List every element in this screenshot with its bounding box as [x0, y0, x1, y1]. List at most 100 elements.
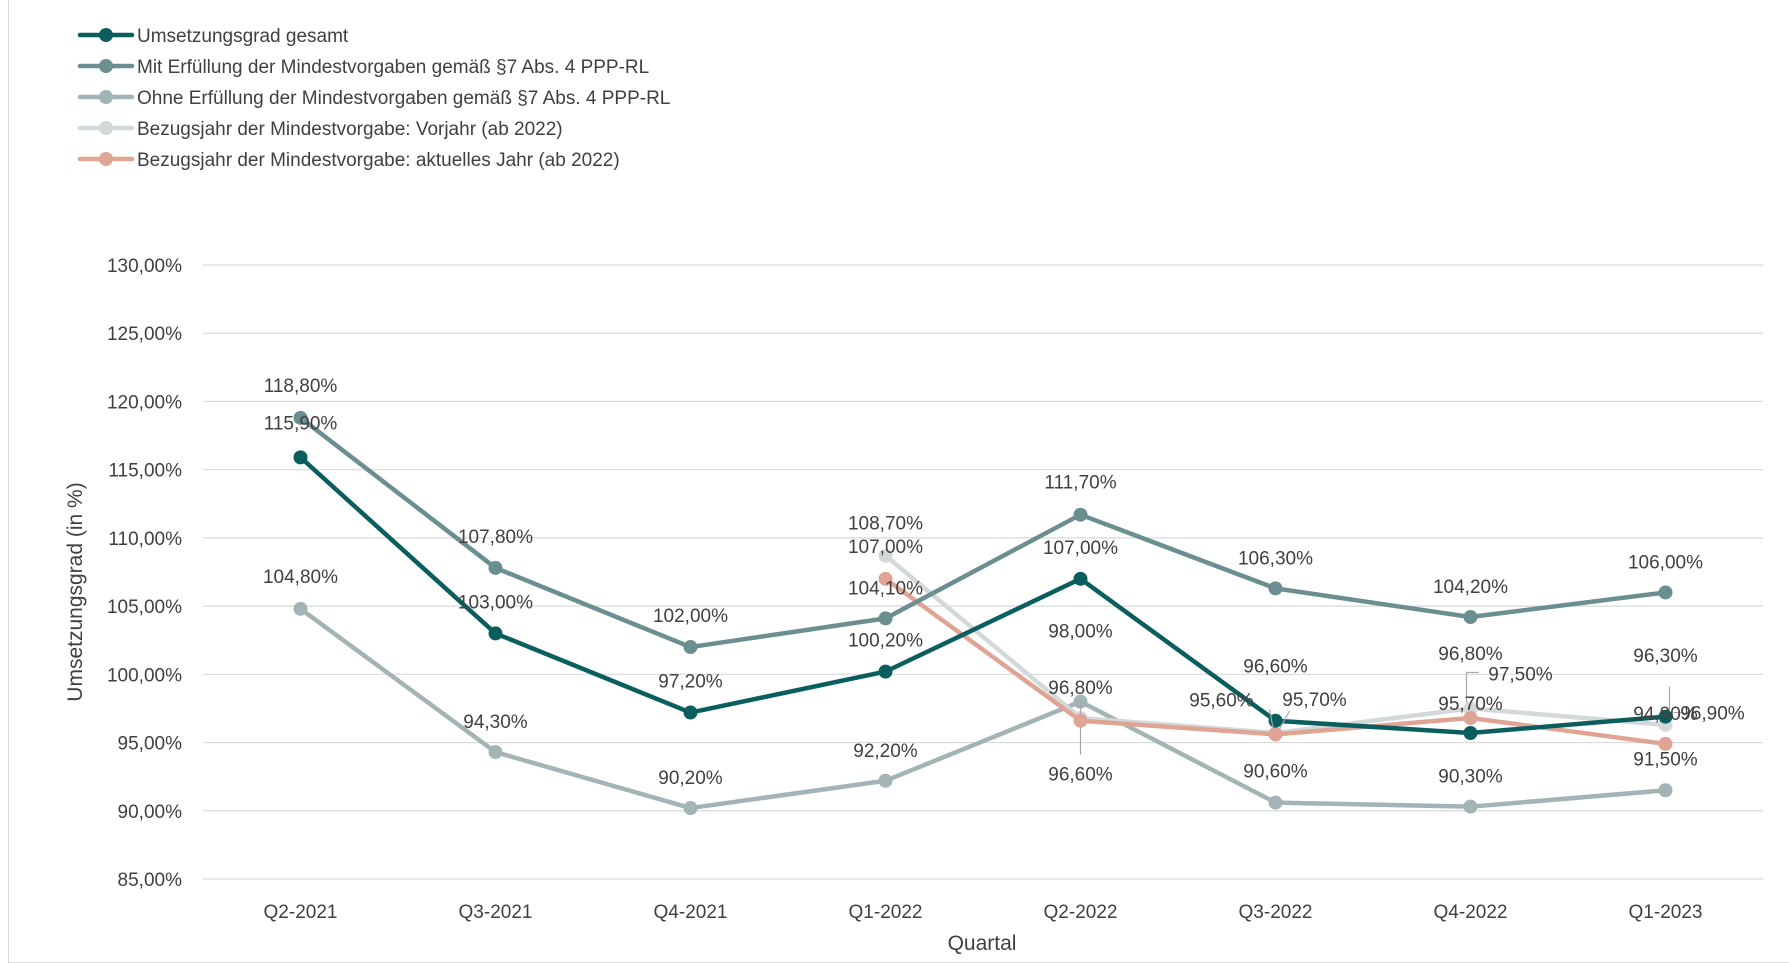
data-point — [1268, 581, 1283, 596]
data-point — [293, 410, 308, 425]
y-tick-label: 85,00% — [118, 870, 183, 891]
series-line — [298, 606, 1668, 811]
data-label: 104,80% — [263, 567, 338, 588]
data-point — [1658, 783, 1673, 798]
data-point — [1463, 726, 1478, 741]
data-point — [1658, 585, 1673, 600]
data-point — [1073, 713, 1088, 728]
legend-item: Umsetzungsgrad gesamt — [77, 26, 349, 47]
label-leader-lines — [1079, 671, 1682, 755]
series-line — [298, 455, 1668, 736]
x-tick-label: Q4-2022 — [1434, 902, 1508, 923]
data-label: 94,30% — [463, 712, 528, 733]
y-tick-label: 130,00% — [107, 256, 182, 277]
data-label: 104,20% — [1433, 577, 1508, 598]
data-point — [488, 560, 503, 575]
data-label: 96,80% — [1438, 644, 1503, 665]
data-label: 95,70% — [1282, 690, 1347, 711]
data-label: 111,70% — [1044, 473, 1116, 494]
data-label: 100,20% — [848, 631, 923, 652]
legend-swatch-marker — [99, 59, 113, 73]
data-labels: 115,90% 103,00% 97,20% 100,20% 107,00% 96,60%… — [263, 376, 1745, 789]
legend-item: Mit Erfüllung der Mindestvorgaben gemäß … — [77, 57, 649, 78]
data-label: 107,80% — [458, 527, 533, 548]
data-label: 102,00% — [653, 606, 728, 627]
data-label: 96,60% — [1243, 657, 1308, 678]
data-label: 97,20% — [658, 672, 723, 693]
data-point — [878, 611, 893, 626]
data-point — [1268, 795, 1283, 810]
legend-swatch-marker — [99, 90, 113, 104]
data-point — [488, 745, 503, 760]
legend-item: Ohne Erfüllung der Mindestvorgaben gemäß… — [77, 88, 670, 109]
data-point — [1463, 799, 1478, 814]
data-label: 96,60% — [1048, 765, 1113, 786]
y-tick-label: 110,00% — [108, 529, 182, 550]
data-label: 107,00% — [848, 537, 923, 558]
data-label: 118,80% — [264, 376, 338, 397]
legend-label: Mit Erfüllung der Mindestvorgaben gemäß … — [137, 57, 649, 78]
data-label: 97,50% — [1488, 664, 1553, 685]
data-label: 96,80% — [1048, 678, 1113, 699]
y-tick-label: 95,00% — [118, 734, 183, 755]
y-axis-ticks: 85,00% 90,00% 95,00% 100,00% 105,00% 110,00% 1… — [107, 256, 182, 891]
y-tick-label: 125,00% — [107, 324, 182, 345]
legend-item: Bezugsjahr der Mindestvorgabe: Vorjahr (… — [77, 119, 563, 140]
legend-swatch-marker — [99, 28, 113, 42]
data-label: 106,00% — [1628, 552, 1703, 573]
data-label: 90,60% — [1243, 762, 1308, 783]
data-point — [1658, 709, 1673, 724]
data-label: 90,30% — [1438, 767, 1503, 788]
data-point — [878, 571, 893, 586]
data-point — [293, 450, 308, 465]
data-point — [683, 640, 698, 655]
data-label: 108,70% — [848, 514, 923, 535]
data-point — [683, 801, 698, 816]
y-tick-label: 90,00% — [118, 802, 183, 823]
data-label: 106,30% — [1238, 548, 1313, 569]
data-point — [878, 773, 893, 788]
data-point — [878, 664, 893, 679]
data-label: 95,70% — [1438, 694, 1503, 715]
data-point — [1463, 610, 1478, 625]
legend-swatch-marker — [99, 121, 113, 135]
y-tick-label: 120,00% — [107, 392, 182, 413]
x-axis-title: Quartal — [948, 932, 1017, 955]
data-label: 95,60% — [1189, 690, 1254, 711]
data-point — [293, 601, 308, 616]
data-label: 91,50% — [1633, 749, 1698, 770]
data-point — [878, 548, 893, 563]
x-tick-label: Q4-2021 — [654, 902, 728, 923]
data-point — [1073, 507, 1088, 522]
data-label: 96,90% — [1680, 704, 1745, 725]
data-label: 103,00% — [458, 592, 533, 613]
legend-item: Bezugsjahr der Mindestvorgabe: aktuelles… — [77, 150, 620, 171]
leader-line — [1278, 710, 1291, 730]
data-label: 96,30% — [1633, 646, 1698, 667]
data-point — [683, 705, 698, 720]
data-point — [1463, 710, 1478, 725]
x-axis-ticks: Q2-2021 Q3-2021 Q4-2021 Q1-2022 Q2-2022 Q3-20… — [264, 902, 1703, 923]
x-tick-label: Q1-2023 — [1629, 902, 1703, 923]
x-tick-label: Q2-2022 — [1044, 902, 1118, 923]
leader-line — [1268, 709, 1275, 731]
x-tick-label: Q3-2022 — [1239, 902, 1313, 923]
y-tick-label: 100,00% — [107, 665, 182, 686]
x-tick-label: Q1-2022 — [849, 902, 923, 923]
data-label: 98,00% — [1048, 622, 1113, 643]
data-label: 92,20% — [853, 741, 918, 762]
legend-label: Bezugsjahr der Mindestvorgabe: Vorjahr (… — [137, 119, 563, 140]
series-line — [298, 415, 1668, 650]
data-label: 107,00% — [1043, 538, 1118, 559]
data-label: 104,10% — [848, 578, 923, 599]
series-3 — [293, 601, 1673, 816]
legend: Umsetzungsgrad gesamt Mit Erfüllung der M… — [77, 26, 670, 171]
data-label: 90,20% — [658, 768, 723, 789]
data-point — [1073, 571, 1088, 586]
y-tick-label: 105,00% — [107, 597, 182, 618]
legend-label: Umsetzungsgrad gesamt — [137, 26, 349, 47]
y-axis-title: Umsetzungsgrad (in %) — [64, 482, 87, 701]
series-2 — [293, 410, 1673, 655]
legend-label: Bezugsjahr der Mindestvorgabe: aktuelles… — [137, 150, 620, 171]
